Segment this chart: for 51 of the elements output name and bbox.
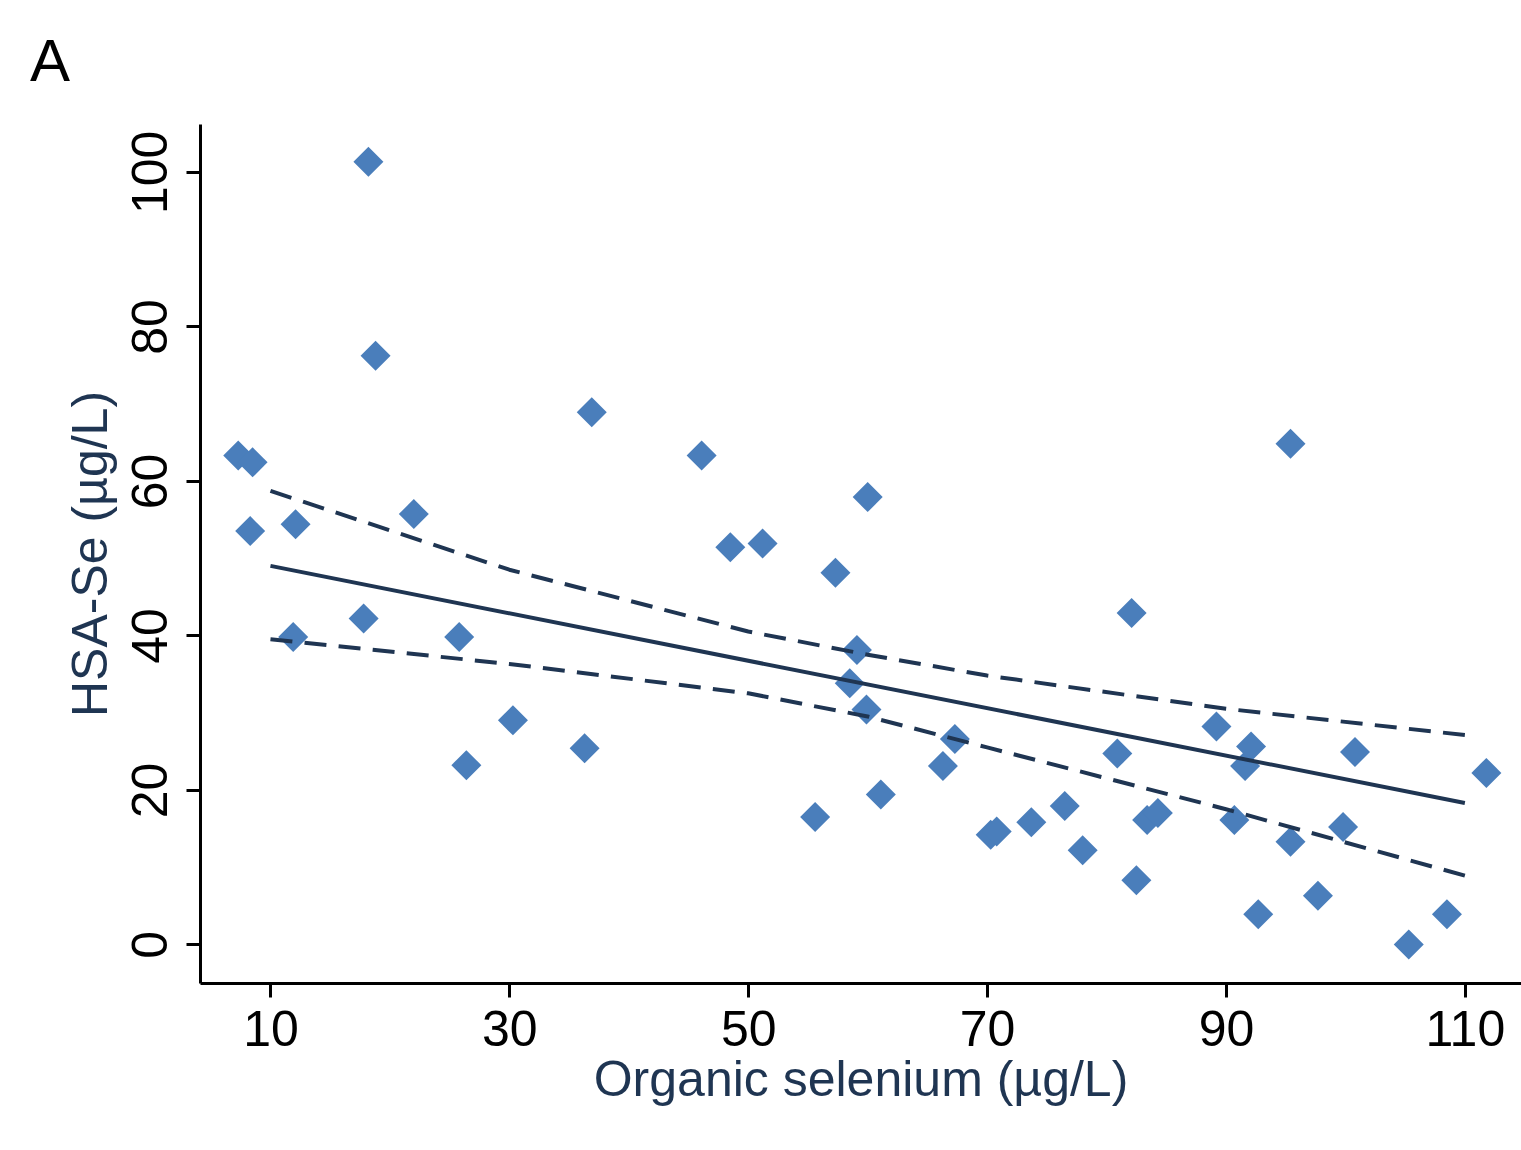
point bbox=[280, 509, 311, 540]
line-series bbox=[268, 637, 1467, 878]
point bbox=[686, 440, 717, 471]
point bbox=[800, 801, 831, 832]
point bbox=[360, 340, 391, 371]
x-tick-label: 110 bbox=[1425, 1000, 1506, 1057]
y-tick-label: 20 bbox=[121, 762, 178, 819]
point bbox=[1243, 899, 1274, 930]
point bbox=[569, 733, 600, 764]
point bbox=[820, 557, 851, 588]
point bbox=[1016, 807, 1047, 838]
point bbox=[576, 397, 607, 428]
point bbox=[398, 499, 429, 530]
point bbox=[1121, 865, 1152, 896]
y-tick-label: 60 bbox=[121, 453, 178, 510]
point bbox=[1102, 738, 1133, 769]
point bbox=[747, 528, 778, 559]
line-series bbox=[268, 488, 1467, 738]
point bbox=[1201, 711, 1232, 742]
point bbox=[852, 482, 883, 513]
point bbox=[235, 516, 266, 547]
y-tick-label: 80 bbox=[121, 299, 178, 355]
point bbox=[715, 532, 746, 563]
x-tick-label: 30 bbox=[482, 1000, 538, 1057]
point bbox=[1393, 929, 1424, 960]
point bbox=[1431, 899, 1462, 930]
point bbox=[444, 621, 475, 652]
y-tick-label: 0 bbox=[121, 930, 178, 959]
point bbox=[1067, 835, 1098, 866]
y-tick-label: 40 bbox=[121, 608, 178, 664]
point bbox=[1275, 428, 1306, 459]
point bbox=[451, 750, 482, 781]
point bbox=[1471, 757, 1502, 788]
chart-title: A bbox=[30, 27, 71, 94]
point bbox=[497, 705, 528, 736]
point bbox=[348, 603, 379, 634]
point bbox=[1302, 880, 1333, 911]
point bbox=[1236, 731, 1267, 762]
point bbox=[1219, 805, 1250, 836]
point bbox=[927, 750, 958, 781]
x-tick-label: 90 bbox=[1198, 1000, 1255, 1057]
x-tick-label: 10 bbox=[243, 1000, 299, 1057]
point bbox=[865, 779, 896, 810]
point bbox=[1328, 811, 1359, 842]
point bbox=[1049, 791, 1080, 822]
y-tick-label: 100 bbox=[121, 130, 178, 215]
point bbox=[1339, 737, 1370, 768]
point bbox=[1275, 826, 1306, 857]
point bbox=[353, 146, 384, 177]
point bbox=[1116, 597, 1147, 628]
y-axis-title: HSA-Se (µg/L) bbox=[61, 390, 118, 718]
